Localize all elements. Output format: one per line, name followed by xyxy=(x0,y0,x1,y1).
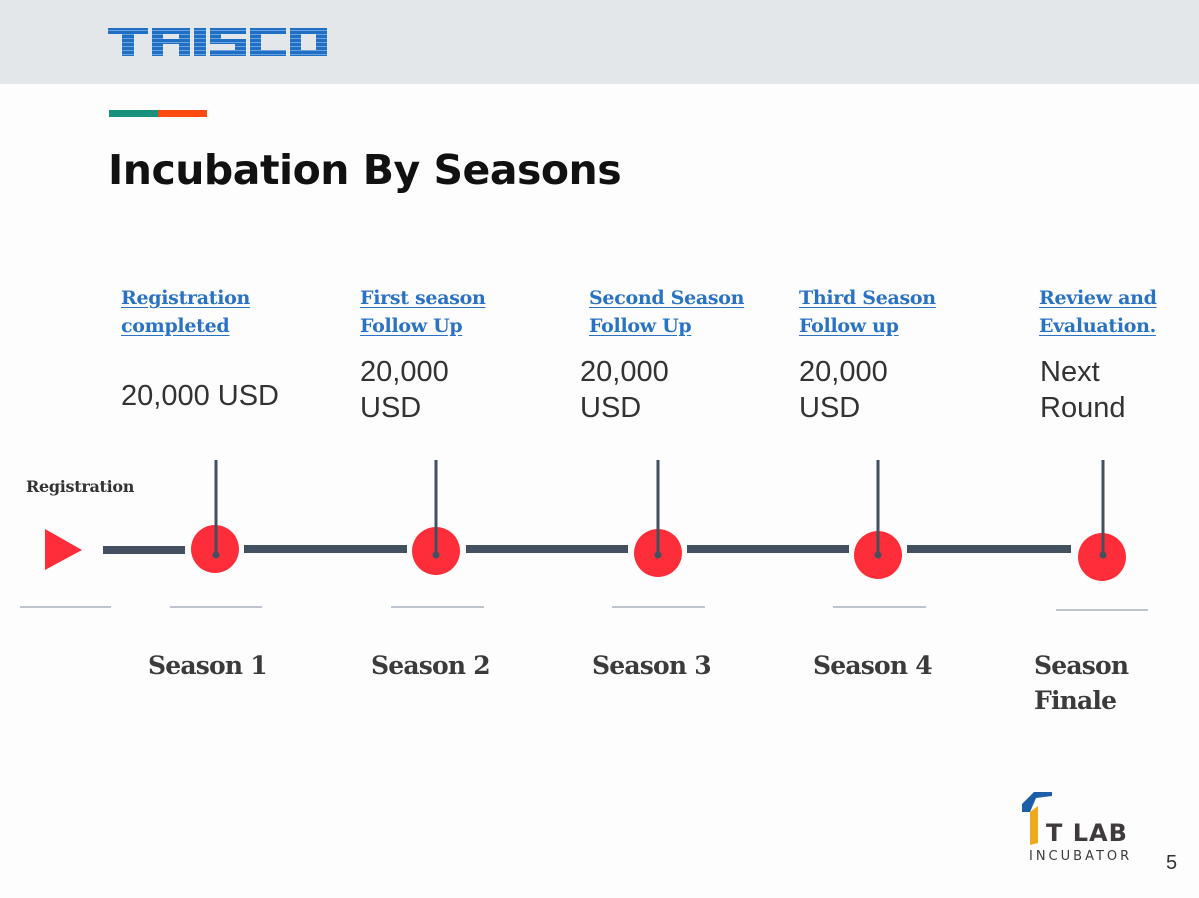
accent-bar-orange xyxy=(158,110,207,117)
amount-line: Next xyxy=(1040,356,1100,388)
page-number: 5 xyxy=(1166,852,1178,874)
milestone-link-review-evaluation[interactable]: Review and Evaluation. xyxy=(1039,284,1157,340)
season-label-4: Season 4 xyxy=(813,651,933,680)
amount-line: USD xyxy=(799,392,861,424)
milestone-amount: 20,000 USD xyxy=(121,380,279,412)
timeline-node xyxy=(191,460,239,573)
tlab-incubator-logo: T LAB INCUBATOR xyxy=(1022,792,1132,864)
amount-line: 20,000 xyxy=(580,356,669,388)
season-label-finale: Season Finale xyxy=(1034,648,1129,718)
registration-label: Registration xyxy=(26,477,135,496)
milestone-link-third-season[interactable]: Third Season Follow up xyxy=(799,284,936,340)
milestone-amount: 20,000 USD xyxy=(799,354,888,426)
season-label-line: Season xyxy=(1034,651,1129,680)
timeline-node xyxy=(634,460,682,577)
milestone-link-first-season[interactable]: First season Follow Up xyxy=(360,284,486,340)
link-line: completed xyxy=(121,315,230,337)
link-line: Follow Up xyxy=(360,315,463,337)
svg-text:T LAB: T LAB xyxy=(1046,819,1128,847)
label-underlines xyxy=(20,606,1148,611)
timeline-segments xyxy=(103,545,1071,554)
play-triangle-icon xyxy=(45,529,82,570)
trisco-logo xyxy=(108,28,327,56)
header-band xyxy=(0,0,1199,84)
milestone-link-second-season[interactable]: Second Season Follow Up xyxy=(589,284,744,340)
link-line: Evaluation. xyxy=(1039,315,1156,337)
link-line: Review and xyxy=(1039,287,1157,309)
milestone-amount: 20,000 USD xyxy=(580,354,669,426)
link-line: Registration xyxy=(121,287,251,309)
season-label-3: Season 3 xyxy=(592,651,712,680)
svg-text:INCUBATOR: INCUBATOR xyxy=(1029,849,1132,864)
page-title: Incubation By Seasons xyxy=(108,146,622,194)
accent-bar xyxy=(109,110,207,117)
amount-line: USD xyxy=(580,392,642,424)
link-line: Follow Up xyxy=(589,315,692,337)
milestone-link-registration-completed[interactable]: Registration completed xyxy=(121,284,250,340)
link-line: First season xyxy=(360,287,486,309)
link-line: Third Season xyxy=(799,287,936,309)
milestone-amount: 20,000 USD xyxy=(360,354,449,426)
link-line: Follow up xyxy=(799,315,899,337)
amount-line: Round xyxy=(1040,392,1126,424)
timeline-node xyxy=(1078,460,1126,581)
timeline-node xyxy=(854,460,902,579)
timeline-diagram xyxy=(20,460,1148,611)
season-label-line: Finale xyxy=(1034,686,1117,715)
amount-line: 20,000 xyxy=(360,356,449,388)
season-label-2: Season 2 xyxy=(371,651,491,680)
link-line: Second Season xyxy=(589,287,745,309)
season-label-1: Season 1 xyxy=(148,651,268,680)
accent-bar-teal xyxy=(109,110,158,117)
milestone-amount: Next Round xyxy=(1040,354,1125,426)
amount-line: USD xyxy=(360,392,422,424)
timeline-node xyxy=(412,460,460,575)
amount-line: 20,000 xyxy=(799,356,888,388)
